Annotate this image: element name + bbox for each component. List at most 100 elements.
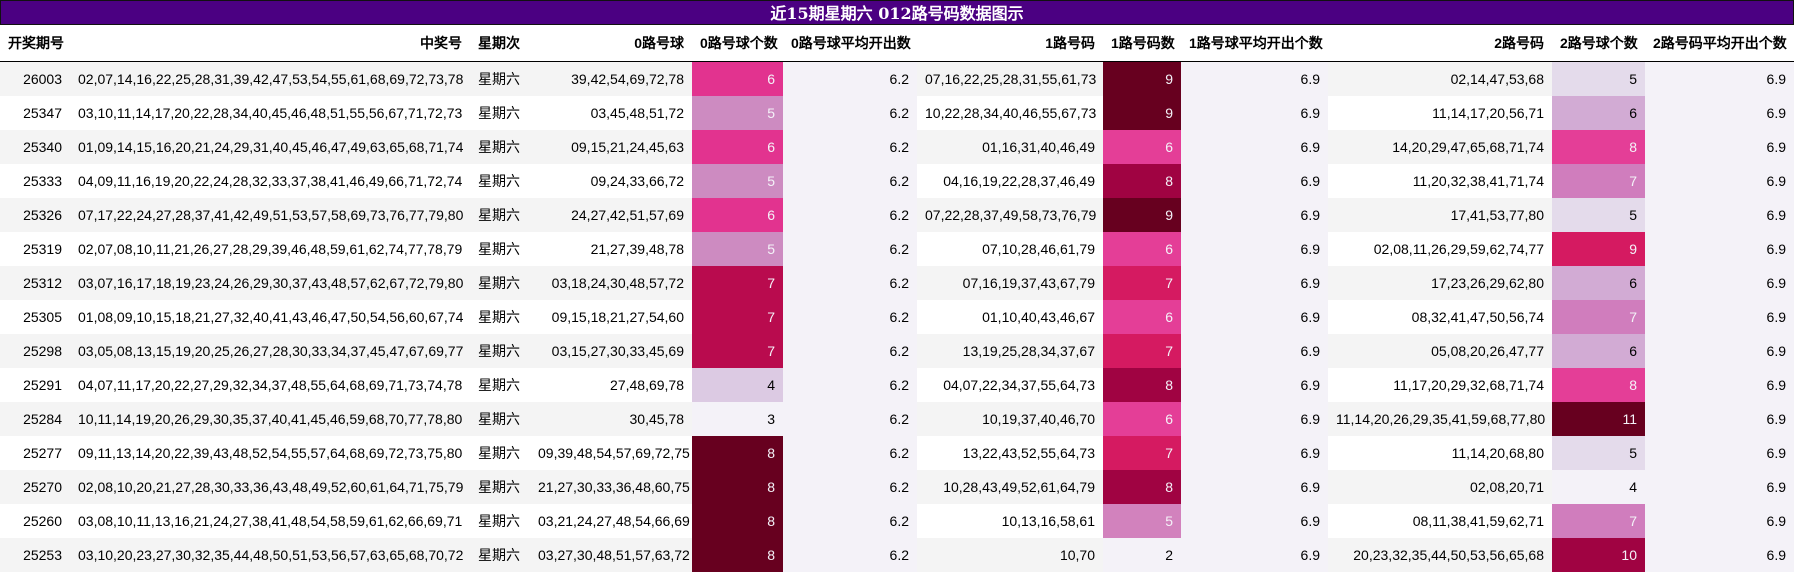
route0-count-cell: 5: [692, 232, 783, 266]
header-route2-avg: 2路号码平均开出个数: [1645, 25, 1794, 62]
route1-count-cell: 7: [1103, 266, 1181, 300]
issue-cell: 25277: [0, 436, 70, 470]
table-row: 25277 09,11,13,14,20,22,39,43,48,52,54,5…: [0, 436, 1794, 470]
route0-numbers-cell: 09,39,48,54,57,69,72,75: [530, 436, 692, 470]
route1-avg-cell: 6.9: [1181, 504, 1328, 538]
route0-count-cell: 7: [692, 300, 783, 334]
route2-numbers-cell: 17,23,26,29,62,80: [1328, 266, 1552, 300]
route2-numbers-cell: 02,08,20,71: [1328, 470, 1552, 504]
route0-numbers-cell: 27,48,69,78: [530, 368, 692, 402]
route0-avg-cell: 6.2: [783, 504, 917, 538]
route2-numbers-cell: 02,08,11,26,29,59,62,74,77: [1328, 232, 1552, 266]
header-route1-count: 1路号码数: [1103, 25, 1181, 62]
route2-avg-cell: 6.9: [1645, 232, 1794, 266]
route2-count-cell: 5: [1552, 436, 1645, 470]
route2-count-cell: 6: [1552, 266, 1645, 300]
winning-numbers-cell: 03,05,08,13,15,19,20,25,26,27,28,30,33,3…: [70, 334, 470, 368]
table-row: 25326 07,17,22,24,27,28,37,41,42,49,51,5…: [0, 198, 1794, 232]
route2-avg-cell: 6.9: [1645, 504, 1794, 538]
issue-cell: 25312: [0, 266, 70, 300]
route2-count-cell: 4: [1552, 470, 1645, 504]
table-row: 25305 01,08,09,10,15,18,21,27,32,40,41,4…: [0, 300, 1794, 334]
winning-numbers-cell: 03,10,11,14,17,20,22,28,34,40,45,46,48,5…: [70, 96, 470, 130]
issue-cell: 25347: [0, 96, 70, 130]
winning-numbers-cell: 03,08,10,11,13,16,21,24,27,38,41,48,54,5…: [70, 504, 470, 538]
route0-avg-cell: 6.2: [783, 130, 917, 164]
header-route1-avg: 1路号球平均开出个数: [1181, 25, 1328, 62]
route2-numbers-cell: 02,14,47,53,68: [1328, 61, 1552, 96]
route0-count-cell: 3: [692, 402, 783, 436]
route2-count-cell: 10: [1552, 538, 1645, 572]
route2-count-cell: 5: [1552, 61, 1645, 96]
weekday-cell: 星期六: [470, 232, 530, 266]
route2-avg-cell: 6.9: [1645, 538, 1794, 572]
route1-avg-cell: 6.9: [1181, 61, 1328, 96]
route2-numbers-cell: 05,08,20,26,47,77: [1328, 334, 1552, 368]
route1-count-cell: 6: [1103, 402, 1181, 436]
winning-numbers-cell: 03,10,20,23,27,30,32,35,44,48,50,51,53,5…: [70, 538, 470, 572]
route0-avg-cell: 6.2: [783, 164, 917, 198]
route0-numbers-cell: 09,24,33,66,72: [530, 164, 692, 198]
winning-numbers-cell: 02,07,08,10,11,21,26,27,28,29,39,46,48,5…: [70, 232, 470, 266]
route1-numbers-cell: 07,10,28,46,61,79: [917, 232, 1103, 266]
route1-avg-cell: 6.9: [1181, 436, 1328, 470]
route2-avg-cell: 6.9: [1645, 402, 1794, 436]
winning-numbers-cell: 10,11,14,19,20,26,29,30,35,37,40,41,45,4…: [70, 402, 470, 436]
route0-numbers-cell: 30,45,78: [530, 402, 692, 436]
route1-numbers-cell: 10,22,28,34,40,46,55,67,73: [917, 96, 1103, 130]
winning-numbers-cell: 02,08,10,20,21,27,28,30,33,36,43,48,49,5…: [70, 470, 470, 504]
route2-avg-cell: 6.9: [1645, 300, 1794, 334]
weekday-cell: 星期六: [470, 334, 530, 368]
table-row: 25312 03,07,16,17,18,19,23,24,26,29,30,3…: [0, 266, 1794, 300]
winning-numbers-cell: 01,09,14,15,16,20,21,24,29,31,40,45,46,4…: [70, 130, 470, 164]
issue-cell: 25340: [0, 130, 70, 164]
chart-title: 近15期星期六 012路号码数据图示: [0, 0, 1794, 25]
weekday-cell: 星期六: [470, 164, 530, 198]
issue-cell: 25270: [0, 470, 70, 504]
issue-cell: 25260: [0, 504, 70, 538]
table-row: 25284 10,11,14,19,20,26,29,30,35,37,40,4…: [0, 402, 1794, 436]
route2-count-cell: 6: [1552, 334, 1645, 368]
route0-avg-cell: 6.2: [783, 538, 917, 572]
weekday-cell: 星期六: [470, 368, 530, 402]
header-route0-count: 0路号球个数: [692, 25, 783, 62]
route2-avg-cell: 6.9: [1645, 334, 1794, 368]
route1-avg-cell: 6.9: [1181, 164, 1328, 198]
weekday-cell: 星期六: [470, 130, 530, 164]
route1-avg-cell: 6.9: [1181, 402, 1328, 436]
route0-avg-cell: 6.2: [783, 402, 917, 436]
issue-cell: 25333: [0, 164, 70, 198]
weekday-cell: 星期六: [470, 61, 530, 96]
issue-cell: 25291: [0, 368, 70, 402]
route1-numbers-cell: 13,22,43,52,55,64,73: [917, 436, 1103, 470]
route1-numbers-cell: 07,22,28,37,49,58,73,76,79: [917, 198, 1103, 232]
route1-count-cell: 2: [1103, 538, 1181, 572]
route1-avg-cell: 6.9: [1181, 96, 1328, 130]
route0-numbers-cell: 03,27,30,48,51,57,63,72: [530, 538, 692, 572]
table-row: 26003 02,07,14,16,22,25,28,31,39,42,47,5…: [0, 61, 1794, 96]
header-route0-numbers: 0路号球: [530, 25, 692, 62]
weekday-cell: 星期六: [470, 436, 530, 470]
route2-avg-cell: 6.9: [1645, 470, 1794, 504]
route0-avg-cell: 6.2: [783, 368, 917, 402]
route2-count-cell: 6: [1552, 96, 1645, 130]
route1-count-cell: 7: [1103, 334, 1181, 368]
route2-numbers-cell: 20,23,32,35,44,50,53,56,65,68: [1328, 538, 1552, 572]
route2-numbers-cell: 11,14,20,68,80: [1328, 436, 1552, 470]
route2-count-cell: 8: [1552, 130, 1645, 164]
route2-avg-cell: 6.9: [1645, 164, 1794, 198]
header-weekday: 星期次: [470, 25, 530, 62]
route0-avg-cell: 6.2: [783, 436, 917, 470]
route1-numbers-cell: 04,07,22,34,37,55,64,73: [917, 368, 1103, 402]
route2-numbers-cell: 14,20,29,47,65,68,71,74: [1328, 130, 1552, 164]
table-row: 25347 03,10,11,14,17,20,22,28,34,40,45,4…: [0, 96, 1794, 130]
route1-avg-cell: 6.9: [1181, 334, 1328, 368]
route1-avg-cell: 6.9: [1181, 368, 1328, 402]
weekday-cell: 星期六: [470, 266, 530, 300]
winning-numbers-cell: 04,09,11,16,19,20,22,24,28,32,33,37,38,4…: [70, 164, 470, 198]
route0-count-cell: 6: [692, 130, 783, 164]
route1-count-cell: 8: [1103, 368, 1181, 402]
route0-count-cell: 8: [692, 436, 783, 470]
route1-numbers-cell: 01,10,40,43,46,67: [917, 300, 1103, 334]
weekday-cell: 星期六: [470, 402, 530, 436]
